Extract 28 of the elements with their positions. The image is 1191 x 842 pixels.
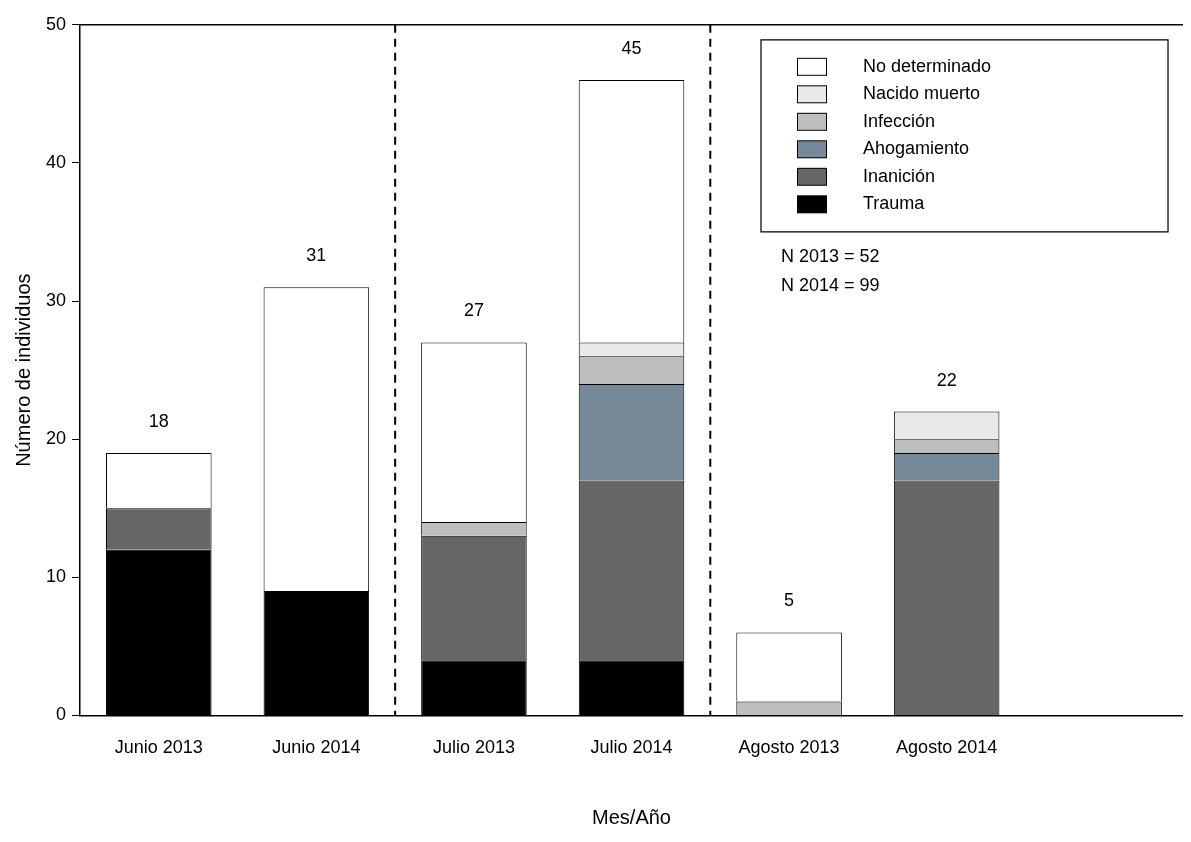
total-label: 18 [148,410,169,431]
total-label: 27 [463,300,484,321]
y-tick-label: 0 [56,704,67,725]
legend-label: Inanición [863,165,936,186]
x-tick-label: Julio 2014 [590,737,673,758]
total-label: 45 [621,38,642,59]
y-tick-label: 20 [45,428,67,449]
legend-label: Trauma [863,193,926,214]
annotation: N 2013 = 52 [781,245,880,266]
legend-label: Ahogamiento [863,138,970,159]
x-tick-label: Agosto 2013 [738,737,840,758]
x-tick-label: Junio 2013 [114,737,203,758]
x-tick-label: Julio 2013 [432,737,515,758]
y-axis-title: Número de individuos [11,273,34,467]
legend-label: No determinado [863,55,992,76]
annotation: N 2014 = 99 [781,274,880,295]
total-label: 22 [936,369,957,390]
y-tick-label: 50 [45,13,67,34]
total-label: 31 [306,245,327,266]
legend-label: Nacido muerto [863,83,981,104]
x-tick-label: Junio 2014 [272,737,361,758]
x-axis-title: Mes/Año [592,805,671,828]
y-tick-label: 30 [45,290,67,311]
y-tick-label: 40 [45,151,67,172]
y-tick-label: 10 [45,566,67,587]
x-tick-label: Agosto 2014 [896,737,998,758]
legend-label: Infección [863,110,936,131]
total-label: 5 [784,590,795,611]
